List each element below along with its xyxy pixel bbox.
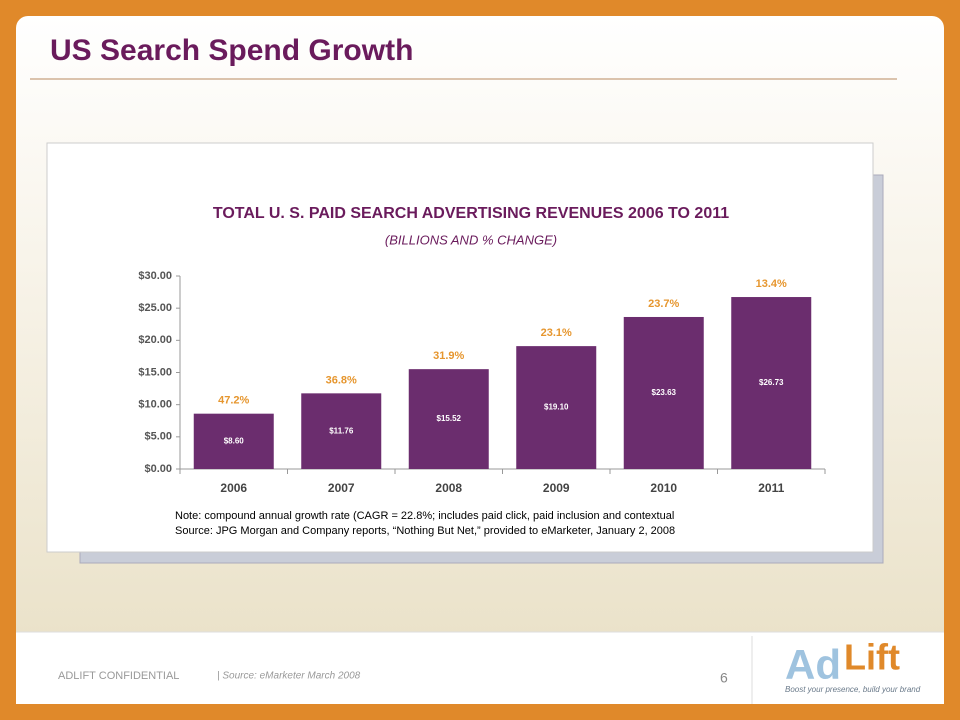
note: Source: JPG Morgan and Company reports, … — [175, 525, 675, 537]
bar — [623, 316, 704, 469]
growth-label: 23.1% — [541, 327, 572, 339]
slide-title: US Search Spend Growth — [50, 34, 413, 67]
bar — [731, 297, 812, 469]
source: | Source: eMarketer March 2008 — [217, 671, 361, 682]
x-tick-label: 2007 — [328, 481, 355, 495]
y-tick-label: $10.00 — [138, 399, 172, 411]
value-label: $26.73 — [759, 378, 784, 387]
bar — [301, 393, 382, 469]
growth-label: 31.9% — [433, 350, 464, 362]
value-label: $15.52 — [437, 414, 462, 423]
value-label: $8.60 — [224, 436, 245, 445]
y-tick-label: $0.00 — [144, 463, 172, 475]
value-label: $19.10 — [544, 403, 569, 412]
growth-label: 13.4% — [756, 278, 787, 290]
logo-ad: Ad — [785, 641, 841, 688]
growth-label: 36.8% — [326, 374, 357, 386]
logo-tagline: Boost your presence, build your brand — [785, 685, 921, 694]
note: Note: compound annual growth rate (CAGR … — [175, 510, 674, 522]
x-tick-label: 2010 — [650, 481, 677, 495]
y-tick-label: $30.00 — [138, 270, 172, 282]
y-tick-label: $5.00 — [144, 431, 172, 443]
x-tick-label: 2008 — [435, 481, 462, 495]
chart-title: TOTAL U. S. PAID SEARCH ADVERTISING REVE… — [213, 205, 729, 222]
x-tick-label: 2011 — [758, 481, 784, 495]
value-label: $11.76 — [329, 426, 354, 435]
page-number: 6 — [720, 670, 728, 686]
y-tick-label: $25.00 — [138, 302, 172, 314]
y-tick-label: $15.00 — [138, 366, 172, 378]
x-tick-label: 2009 — [543, 481, 570, 495]
growth-label: 47.2% — [218, 395, 249, 407]
bar — [408, 369, 489, 469]
chart-subtitle: (BILLIONS AND % CHANGE) — [385, 232, 557, 247]
footer-band — [16, 632, 944, 704]
y-tick-label: $20.00 — [138, 334, 172, 346]
growth-label: 23.7% — [648, 298, 679, 310]
x-tick-label: 2006 — [220, 481, 247, 495]
bar — [516, 346, 597, 469]
confidential: ADLIFT CONFIDENTIAL — [58, 670, 179, 682]
bar — [193, 413, 274, 469]
value-label: $23.63 — [652, 388, 677, 397]
logo-lift: Lift — [844, 637, 900, 678]
